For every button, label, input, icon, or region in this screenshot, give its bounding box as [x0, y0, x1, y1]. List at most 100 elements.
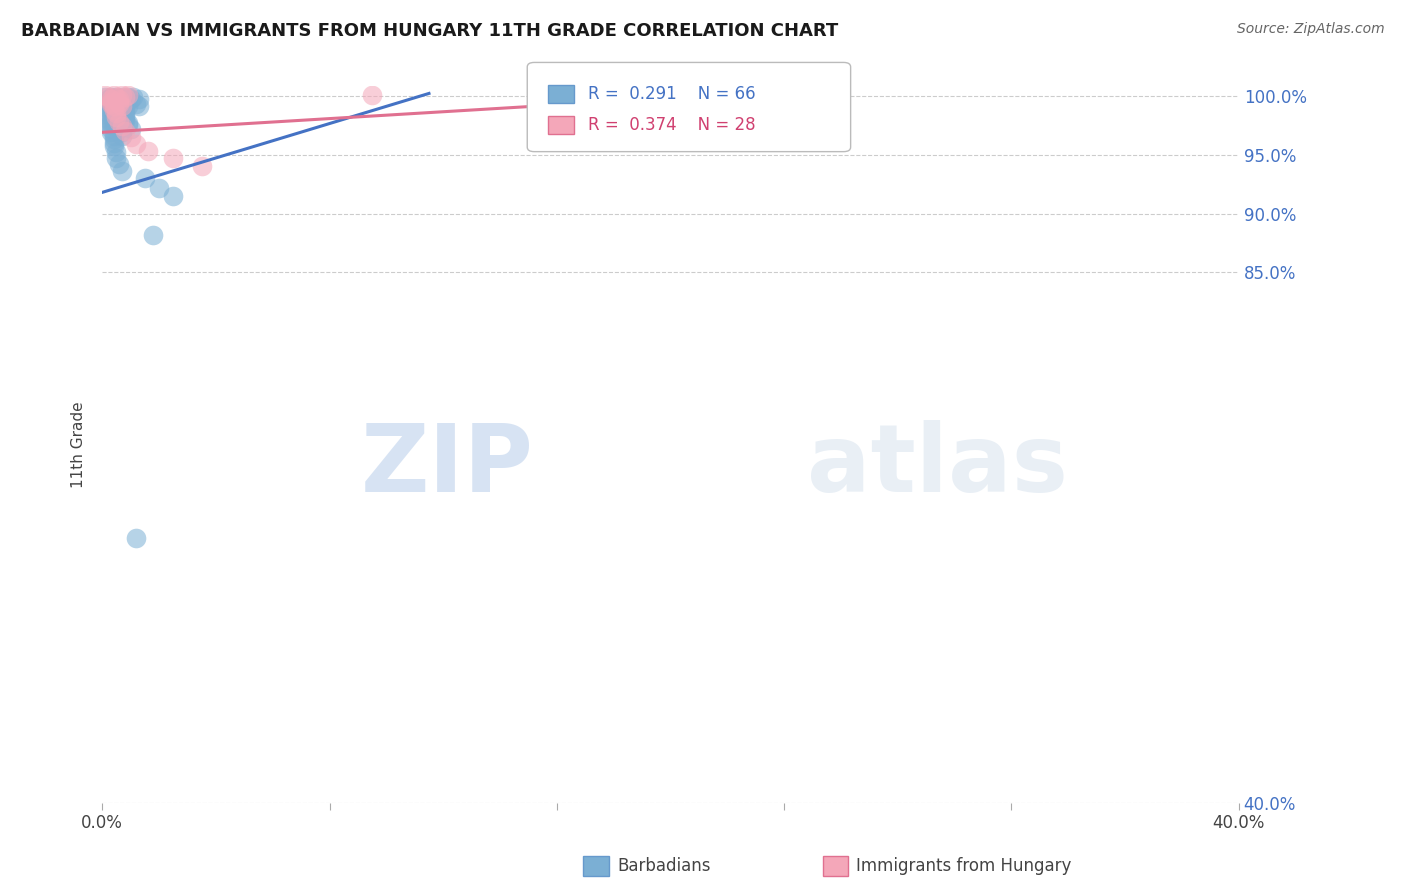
- Point: [108, 114, 131, 128]
- Point: [100, 121, 122, 136]
- Point: [125, 531, 148, 545]
- Point: [103, 87, 125, 102]
- Point: [111, 128, 134, 143]
- Point: [100, 90, 122, 104]
- Point: [108, 157, 131, 171]
- Point: [128, 99, 150, 113]
- Point: [105, 106, 128, 120]
- Point: [114, 97, 136, 112]
- Point: [134, 171, 156, 186]
- Point: [105, 145, 128, 160]
- Point: [100, 102, 122, 116]
- Point: [103, 99, 125, 113]
- Point: [100, 109, 122, 123]
- Point: [117, 87, 139, 102]
- Point: [120, 121, 142, 136]
- Point: [100, 97, 122, 112]
- Point: [162, 151, 184, 165]
- Point: [361, 87, 384, 102]
- Point: [114, 92, 136, 106]
- Point: [105, 113, 128, 128]
- Point: [111, 164, 134, 178]
- Point: [117, 90, 139, 104]
- Point: [111, 125, 134, 139]
- Point: [100, 97, 122, 112]
- Point: [105, 151, 128, 165]
- Point: [142, 227, 165, 242]
- Point: [148, 180, 170, 194]
- Point: [103, 136, 125, 150]
- Point: [136, 144, 159, 158]
- Point: [100, 92, 122, 106]
- Point: [114, 124, 136, 138]
- Point: [117, 116, 139, 130]
- Point: [103, 128, 125, 143]
- Point: [105, 97, 128, 112]
- Point: [125, 137, 148, 152]
- Point: [114, 113, 136, 128]
- Point: [103, 139, 125, 153]
- Point: [100, 111, 122, 125]
- Point: [117, 118, 139, 132]
- Text: ZIP: ZIP: [361, 420, 534, 512]
- Point: [120, 130, 142, 145]
- Point: [97, 95, 120, 109]
- Point: [122, 90, 145, 104]
- Point: [100, 95, 122, 109]
- Point: [103, 95, 125, 109]
- Point: [105, 111, 128, 125]
- Point: [108, 118, 131, 132]
- Point: [120, 92, 142, 106]
- Point: [108, 95, 131, 109]
- Point: [108, 97, 131, 112]
- Point: [108, 99, 131, 113]
- Point: [105, 90, 128, 104]
- Point: [114, 102, 136, 116]
- Point: [190, 160, 212, 174]
- Point: [114, 111, 136, 125]
- Point: [94, 90, 117, 104]
- Point: [108, 116, 131, 130]
- Point: [103, 132, 125, 146]
- Point: [111, 87, 134, 102]
- Text: Barbadians: Barbadians: [617, 857, 711, 875]
- Point: [108, 95, 131, 109]
- Point: [128, 92, 150, 106]
- Point: [100, 116, 122, 130]
- Point: [114, 90, 136, 104]
- Point: [103, 103, 125, 117]
- Point: [560, 97, 582, 112]
- Point: [105, 90, 128, 104]
- Point: [105, 104, 128, 119]
- Point: [105, 110, 128, 124]
- Text: R =  0.374    N = 28: R = 0.374 N = 28: [588, 116, 755, 134]
- Text: Immigrants from Hungary: Immigrants from Hungary: [856, 857, 1071, 875]
- Point: [108, 92, 131, 106]
- Point: [114, 106, 136, 120]
- Text: R =  0.291    N = 66: R = 0.291 N = 66: [588, 85, 755, 103]
- Point: [114, 109, 136, 123]
- Point: [100, 125, 122, 139]
- Point: [94, 87, 117, 102]
- Point: [108, 121, 131, 136]
- Point: [100, 113, 122, 128]
- Y-axis label: 11th Grade: 11th Grade: [72, 401, 86, 488]
- Point: [100, 118, 122, 132]
- Point: [100, 106, 122, 120]
- Text: BARBADIAN VS IMMIGRANTS FROM HUNGARY 11TH GRADE CORRELATION CHART: BARBADIAN VS IMMIGRANTS FROM HUNGARY 11T…: [21, 22, 838, 40]
- Point: [100, 99, 122, 113]
- Point: [105, 109, 128, 123]
- Point: [117, 99, 139, 113]
- Point: [108, 92, 131, 106]
- Point: [111, 120, 134, 134]
- Point: [105, 102, 128, 116]
- Point: [111, 99, 134, 113]
- Point: [162, 189, 184, 203]
- Point: [111, 104, 134, 119]
- Text: atlas: atlas: [807, 420, 1069, 512]
- Point: [103, 92, 125, 106]
- Point: [100, 104, 122, 119]
- Point: [125, 97, 148, 112]
- Text: Source: ZipAtlas.com: Source: ZipAtlas.com: [1237, 22, 1385, 37]
- Point: [97, 92, 120, 106]
